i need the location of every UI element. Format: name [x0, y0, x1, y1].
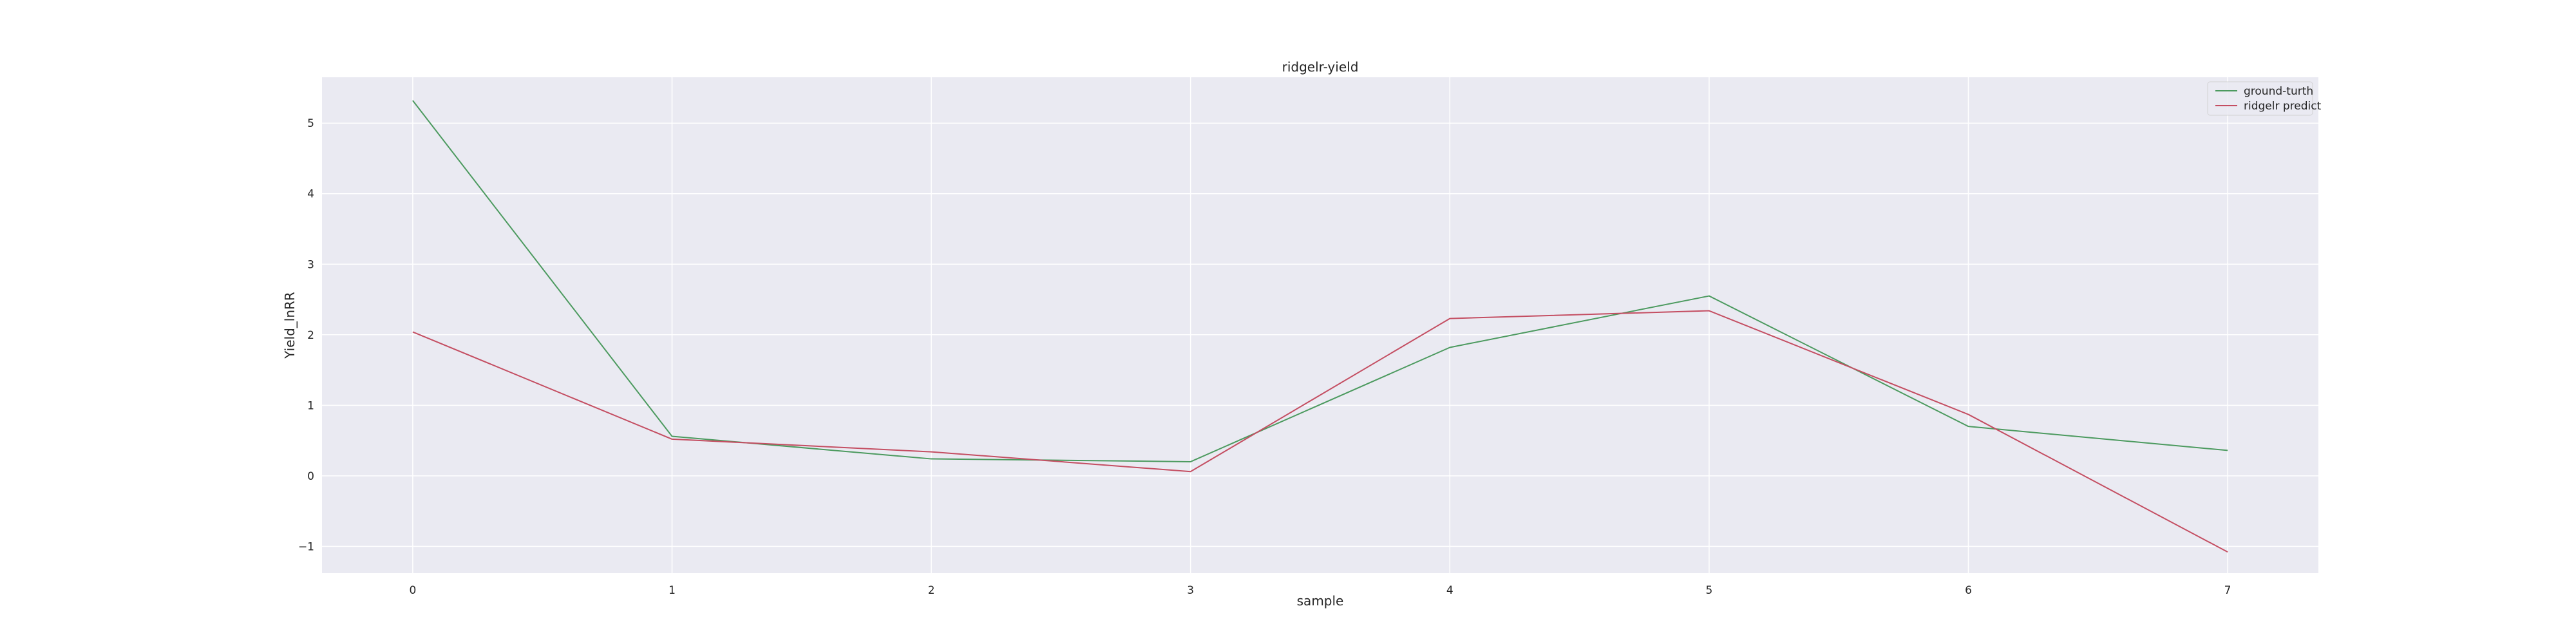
y-tick-label: 5 [307, 117, 314, 130]
y-axis-ticks: −1 0 1 2 3 4 5 [298, 117, 314, 553]
plot-area [322, 77, 2318, 573]
x-tick-label: 1 [668, 584, 676, 597]
legend: ground-turth ridgelr predict [2207, 81, 2322, 116]
x-tick-label: 5 [1705, 584, 1712, 597]
x-tick-label: 0 [409, 584, 416, 597]
x-tick-label: 7 [2224, 584, 2231, 597]
y-axis-label: Yield_lnRR [282, 292, 298, 359]
series-layer [412, 100, 2228, 553]
grid-lines [322, 77, 2318, 573]
y-tick-label: 3 [307, 258, 314, 271]
chart-title: ridgelr-yield [1282, 59, 1359, 75]
x-axis-ticks: 0 1 2 3 4 5 6 7 [409, 584, 2231, 597]
legend-label-ridgelr-predict: ridgelr predict [2244, 100, 2322, 113]
x-tick-label: 6 [1965, 584, 1972, 597]
x-tick-label: 2 [928, 584, 935, 597]
y-tick-label: 4 [307, 188, 314, 201]
y-tick-label: 0 [307, 470, 314, 483]
series-line-ridgelr-predict [412, 310, 2228, 553]
legend-label-ground-turth: ground-turth [2244, 85, 2313, 98]
x-tick-label: 3 [1187, 584, 1194, 597]
x-axis-label: sample [1297, 593, 1344, 609]
y-tick-label: 2 [307, 329, 314, 342]
y-tick-label: −1 [298, 540, 314, 553]
series-line-ground-turth [412, 100, 2228, 462]
x-tick-label: 4 [1446, 584, 1454, 597]
y-tick-label: 1 [307, 399, 314, 412]
